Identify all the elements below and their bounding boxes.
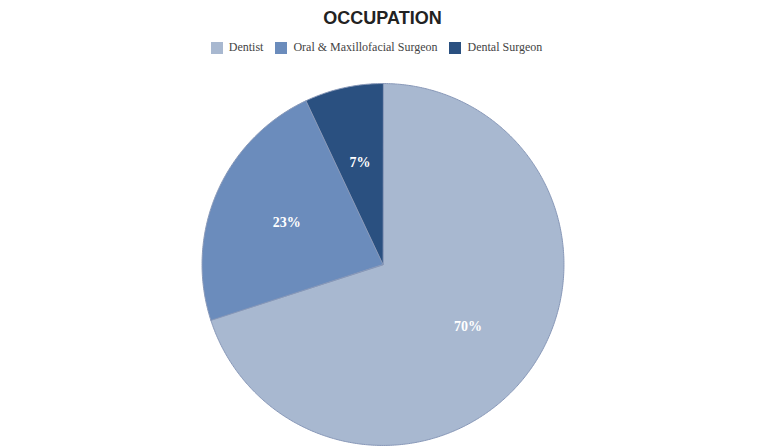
svg-text:23%: 23%	[273, 215, 301, 230]
svg-text:70%: 70%	[454, 319, 482, 334]
html-text:OCCUPATION: OCCUPATION	[323, 8, 442, 28]
html-text:Dentist: Dentist	[228, 40, 264, 54]
html-text:Dental Surgeon: Dental Surgeon	[467, 40, 543, 54]
html-text:Oral & Maxillofacial Surgeon: Oral & Maxillofacial Surgeon	[293, 40, 438, 54]
svg-text:7%: 7%	[350, 155, 371, 170]
